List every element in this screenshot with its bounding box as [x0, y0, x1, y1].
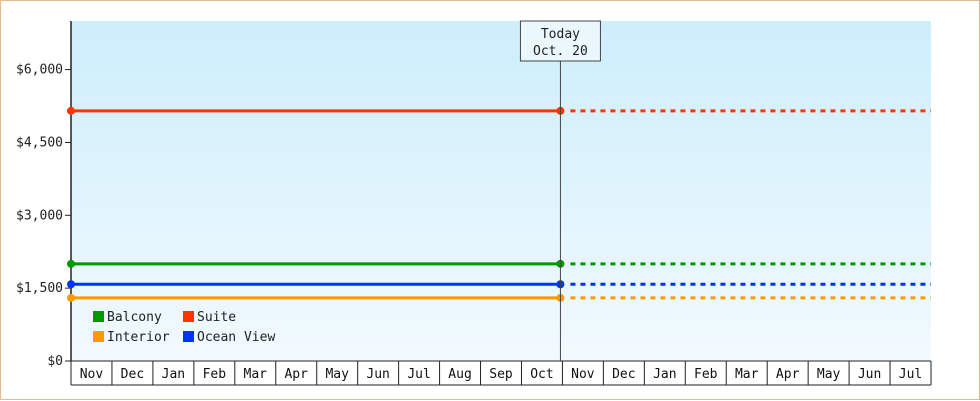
month-label: Apr	[284, 367, 308, 382]
legend-swatch-balcony	[93, 311, 104, 322]
month-label: Mar	[735, 367, 759, 382]
month-label: Jun	[858, 367, 881, 382]
series-point-start-ocean-view[interactable]	[67, 280, 75, 289]
y-tick-label: $0	[47, 354, 63, 369]
series-point-start-interior[interactable]	[67, 293, 75, 302]
month-label: Feb	[203, 367, 227, 382]
month-label: Dec	[612, 367, 635, 382]
month-label: Jun	[366, 367, 389, 382]
month-label: Jan	[653, 367, 676, 382]
month-label: Feb	[694, 367, 718, 382]
legend-label-suite[interactable]: Suite	[197, 310, 236, 325]
month-label: Jan	[162, 367, 185, 382]
month-label: Apr	[776, 367, 800, 382]
legend-label-balcony[interactable]: Balcony	[107, 310, 162, 325]
legend-swatch-ocean-view	[183, 331, 194, 342]
today-date: Oct. 20	[533, 44, 588, 59]
month-label: Nov	[80, 367, 104, 382]
legend-label-ocean-view[interactable]: Ocean View	[197, 330, 275, 345]
today-box	[519, 20, 601, 62]
month-label: Sep	[489, 367, 513, 382]
month-label: Nov	[571, 367, 595, 382]
y-tick-label: $3,000	[16, 208, 63, 223]
legend-swatch-suite	[183, 311, 194, 322]
y-tick-label: $4,500	[16, 135, 63, 150]
month-label: Jul	[407, 367, 430, 382]
series-point-start-balcony[interactable]	[67, 259, 75, 268]
month-label: Mar	[244, 367, 268, 382]
today-label: Today	[541, 27, 580, 42]
legend-label-interior[interactable]: Interior	[107, 330, 170, 345]
month-label: Jul	[899, 367, 922, 382]
series-point-start-suite[interactable]	[67, 106, 75, 115]
plot-area	[71, 21, 931, 361]
month-label: Oct	[530, 367, 553, 382]
month-label: Dec	[121, 367, 144, 382]
month-label: May	[817, 367, 841, 382]
month-label: Aug	[448, 367, 471, 382]
legend-swatch-interior	[93, 331, 104, 342]
y-tick-label: $1,500	[16, 281, 63, 296]
y-tick-label: $6,000	[16, 63, 63, 78]
month-label: May	[325, 367, 349, 382]
